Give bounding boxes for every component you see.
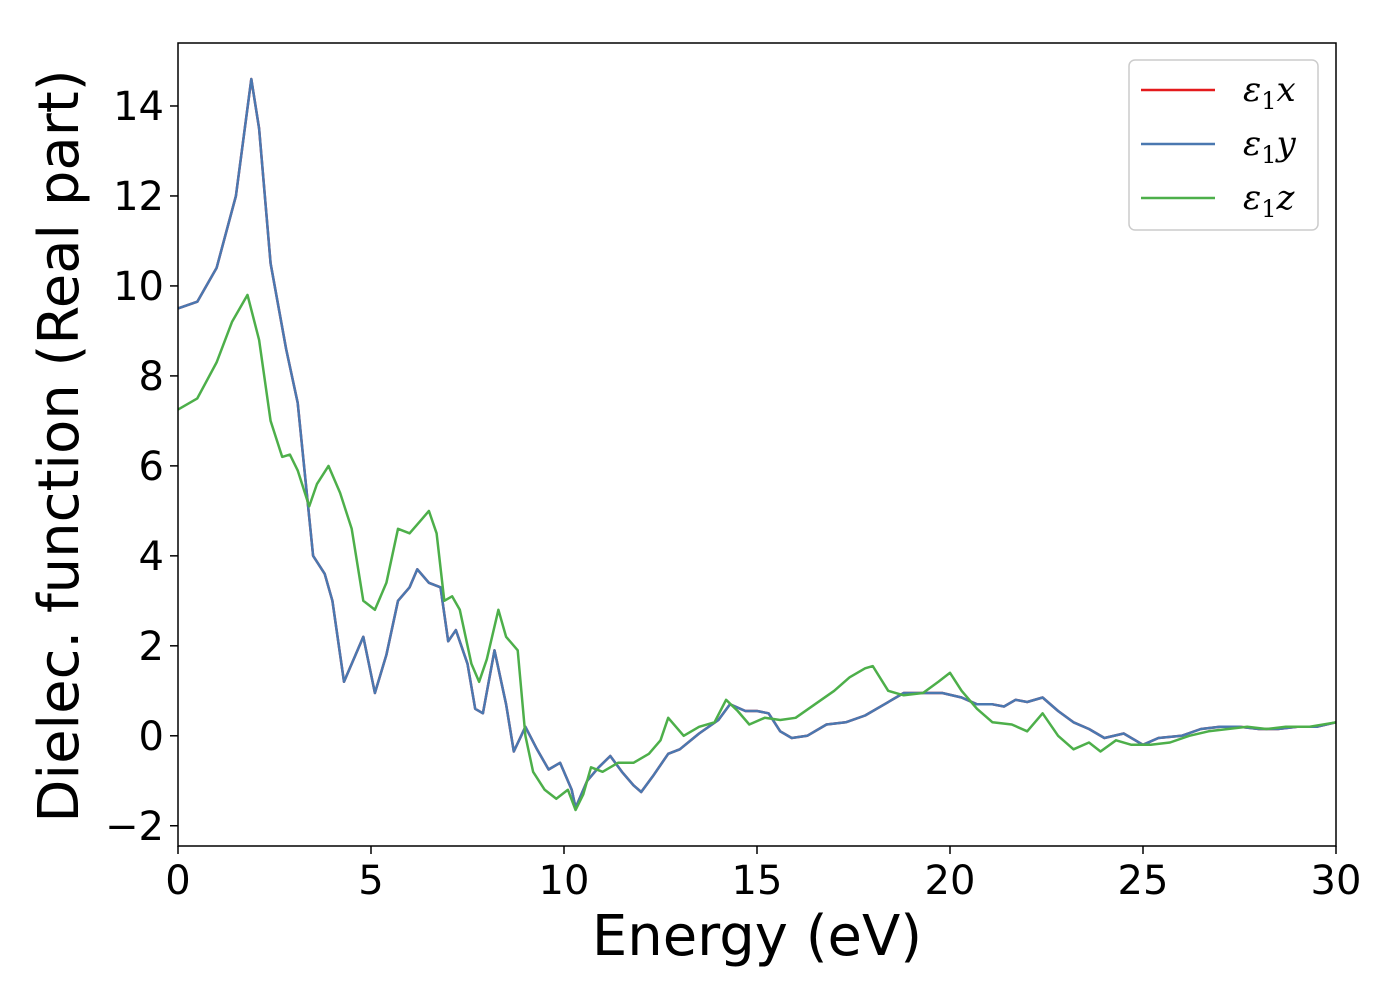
x-tick-label: 5 — [358, 858, 383, 904]
y-tick-label: 0 — [139, 714, 164, 760]
y-tick-label: 2 — [139, 624, 164, 670]
y-tick-label: 10 — [113, 264, 164, 310]
plot-lines — [177, 77, 1337, 812]
x-tick-label: 15 — [732, 858, 783, 904]
legend-frame — [1128, 59, 1319, 231]
x-tick-label: 20 — [925, 858, 976, 904]
legend: ε1x ε1y ε1z — [1128, 59, 1319, 231]
y-tick-label: 12 — [113, 174, 164, 220]
y-tick-label: 8 — [139, 354, 164, 400]
series-line-y — [177, 77, 1337, 810]
y-tick-label: 14 — [113, 84, 164, 130]
y-axis-ticks: −2 0 2 4 6 8 10 12 14 — [105, 84, 178, 850]
series-line-z — [177, 293, 1337, 812]
legend-label-y: ε1y — [1243, 124, 1297, 169]
y-tick-label: 4 — [139, 534, 164, 580]
legend-label-z: ε1z — [1243, 178, 1296, 223]
x-tick-label: 10 — [539, 858, 590, 904]
x-axis-label: Energy (eV) — [592, 904, 922, 969]
y-tick-label: −2 — [105, 804, 164, 850]
x-axis-ticks: 0 5 10 15 20 25 30 — [165, 846, 1361, 904]
y-axis-label: Dielec. function (Real part) — [27, 69, 92, 822]
y-tick-label: 6 — [139, 444, 164, 490]
x-tick-label: 30 — [1311, 858, 1362, 904]
legend-label-x: ε1x — [1243, 70, 1296, 115]
x-tick-label: 25 — [1118, 858, 1169, 904]
x-tick-label: 0 — [165, 858, 190, 904]
